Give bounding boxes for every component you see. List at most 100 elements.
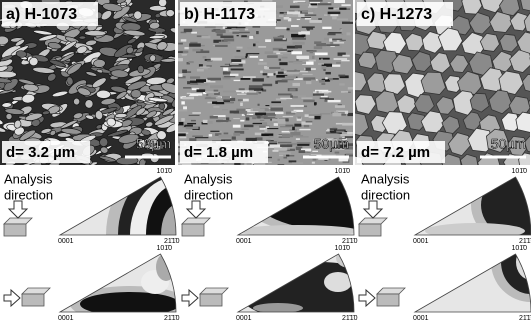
grain — [232, 136, 236, 139]
grain — [230, 111, 239, 114]
grain — [330, 42, 333, 45]
grain — [186, 127, 199, 130]
grain — [247, 92, 258, 94]
grain — [255, 113, 266, 115]
grain — [281, 69, 284, 71]
grain — [327, 33, 335, 35]
grain — [233, 125, 241, 128]
grain — [306, 81, 311, 84]
grain — [210, 131, 219, 132]
grain — [296, 138, 300, 139]
grain — [190, 83, 198, 85]
grain — [232, 53, 245, 55]
grain — [297, 19, 300, 20]
grain — [283, 157, 287, 159]
grain — [296, 56, 309, 59]
grain — [243, 99, 249, 102]
grain — [178, 74, 182, 77]
grain — [319, 58, 330, 60]
grain — [323, 69, 325, 70]
grain — [338, 75, 345, 77]
grain — [215, 30, 225, 33]
grain — [336, 131, 344, 133]
grain — [237, 47, 243, 49]
grain — [216, 97, 221, 98]
grain — [241, 163, 245, 165]
grain — [85, 99, 94, 108]
grain — [237, 35, 239, 36]
grain — [71, 174, 82, 185]
pole-label: 21̄1̄0 — [519, 238, 531, 245]
grain — [309, 116, 315, 118]
grain — [302, 74, 312, 75]
grain — [286, 28, 289, 30]
grain — [282, 57, 288, 59]
grain — [278, 121, 286, 124]
down-arrow — [364, 201, 382, 218]
scale-bar-label: 50µm — [136, 136, 171, 152]
grain — [285, 76, 296, 79]
grain — [290, 95, 293, 98]
grain — [315, 53, 328, 56]
grain — [256, 31, 259, 34]
grain — [261, 133, 273, 136]
grain — [297, 116, 301, 118]
grain — [281, 44, 294, 45]
grain — [307, 152, 310, 153]
grain — [421, 72, 446, 94]
grain — [246, 138, 257, 141]
grain — [299, 129, 310, 131]
panel-label: c) H-1273 — [361, 6, 432, 23]
analysis-direction: direction — [361, 187, 410, 202]
grain — [252, 78, 263, 81]
grain — [318, 159, 328, 160]
grain — [205, 27, 216, 28]
grain — [197, 69, 204, 72]
ipf-contour — [253, 303, 303, 313]
grain — [232, 32, 239, 34]
pole-label: 21̄1̄0 — [164, 238, 180, 245]
grain — [274, 138, 279, 141]
grain — [182, 54, 187, 56]
pole-label: 21̄1̄0 — [342, 315, 358, 320]
grain — [134, 11, 142, 20]
grain — [292, 42, 304, 45]
grain — [309, 60, 316, 62]
panel-label: a) H-1073 — [6, 6, 77, 23]
pole-label: 101̄0 — [511, 168, 527, 175]
grain — [282, 135, 293, 138]
grain — [175, 112, 177, 114]
grain — [183, 106, 187, 109]
grain — [254, 96, 259, 99]
grain — [309, 20, 321, 23]
grain — [187, 71, 191, 72]
grain — [336, 62, 341, 64]
analysis-direction: direction — [184, 187, 233, 202]
grain — [200, 67, 210, 68]
grain — [341, 40, 346, 41]
grain — [301, 98, 312, 99]
grain — [270, 108, 283, 111]
grain — [293, 62, 306, 65]
grain — [242, 91, 245, 93]
grain — [271, 101, 281, 103]
grain — [275, 112, 284, 114]
grain — [272, 150, 278, 152]
grain — [308, 7, 318, 8]
grain — [339, 45, 342, 48]
grain — [272, 106, 283, 107]
grain — [231, 59, 241, 62]
ipf-contour — [425, 223, 525, 239]
sample-block — [182, 218, 210, 224]
grain — [297, 144, 309, 146]
ipf — [60, 253, 190, 320]
sample-block — [4, 218, 32, 224]
grain — [226, 117, 229, 120]
ipf-contour — [156, 253, 176, 281]
grain — [182, 70, 187, 73]
pole-label: 21̄1̄0 — [164, 315, 180, 320]
grain — [192, 49, 200, 52]
grain — [286, 155, 289, 157]
grain — [192, 136, 203, 137]
grain — [191, 120, 196, 121]
